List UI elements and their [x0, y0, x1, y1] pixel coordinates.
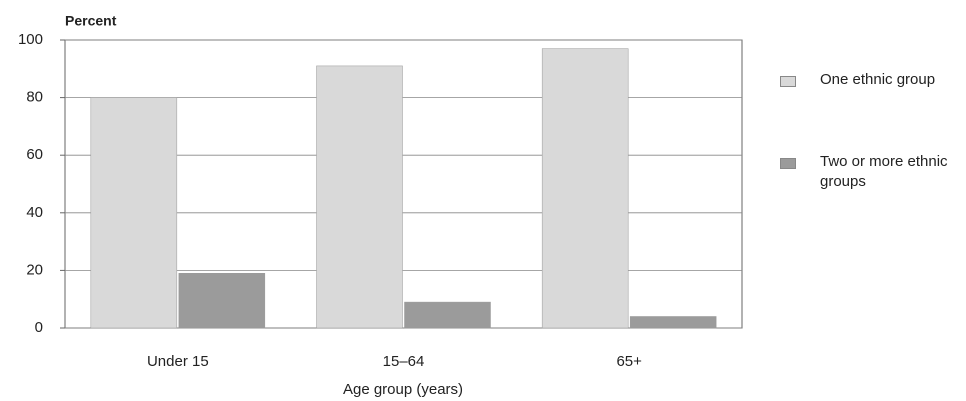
legend-item: Two or more ethnic groups: [780, 152, 950, 192]
legend-swatch: [780, 158, 796, 169]
y-tick-label: 40: [26, 204, 43, 221]
bar: [90, 97, 178, 329]
y-axis-title: Percent: [65, 13, 117, 29]
x-tick-label: 65+: [616, 353, 642, 370]
x-tick-label: 15–64: [383, 353, 425, 370]
x-axis-title: Age group (years): [343, 381, 463, 398]
bar: [629, 316, 717, 329]
y-tick-label: 100: [18, 31, 43, 48]
legend-label: One ethnic group: [820, 71, 936, 88]
y-tick-label: 0: [35, 319, 43, 336]
y-tick-label: 80: [26, 89, 43, 106]
bar: [178, 273, 266, 329]
legend-swatch: [780, 76, 796, 87]
plot-area: [64, 39, 743, 329]
bar: [316, 65, 403, 329]
legend-label: Two or more ethnic groups: [820, 153, 948, 190]
y-tick-label: 60: [26, 146, 43, 163]
legend-item: One ethnic group: [780, 70, 950, 90]
x-tick-label: Under 15: [147, 353, 209, 370]
bar: [541, 48, 629, 329]
bar: [404, 301, 491, 329]
y-tick-label: 20: [26, 261, 43, 278]
